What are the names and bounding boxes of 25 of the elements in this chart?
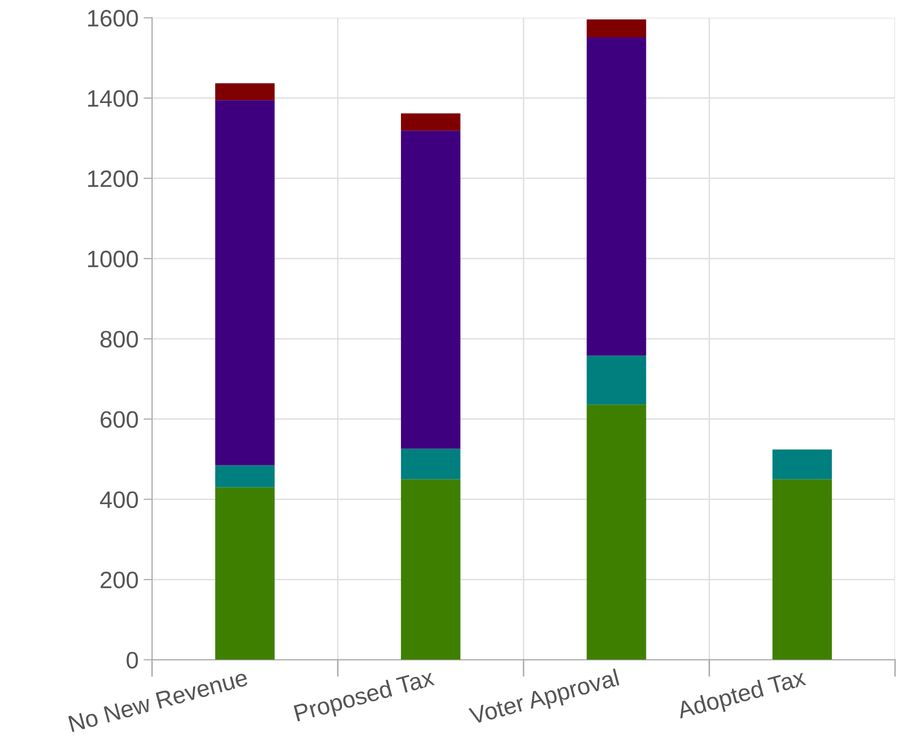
bar xyxy=(586,356,646,405)
bar xyxy=(400,130,460,449)
bar xyxy=(215,83,275,100)
bar xyxy=(215,487,275,660)
bar xyxy=(772,479,832,660)
bar xyxy=(215,100,275,466)
bar xyxy=(772,450,832,480)
bar xyxy=(586,404,646,660)
y-tick-label: 800 xyxy=(100,330,138,348)
bar xyxy=(586,19,646,38)
bar xyxy=(400,448,460,480)
x-tick-label: Adopted Tax xyxy=(676,668,808,724)
bar xyxy=(400,479,460,660)
x-tick-label: No New Revenue xyxy=(68,669,248,732)
bar xyxy=(400,113,460,131)
y-tick-label: 1200 xyxy=(88,170,138,188)
y-tick-label: 1000 xyxy=(88,250,138,268)
y-tick-label: 600 xyxy=(100,411,138,428)
y-tick-label: 1600 xyxy=(88,10,138,27)
bar xyxy=(586,37,646,356)
y-tick-label: 1400 xyxy=(88,90,138,107)
y-tick-label: 200 xyxy=(100,572,138,588)
y-tick-label: 400 xyxy=(100,491,138,508)
bar xyxy=(215,465,275,488)
y-tick-label: 0 xyxy=(126,652,138,669)
